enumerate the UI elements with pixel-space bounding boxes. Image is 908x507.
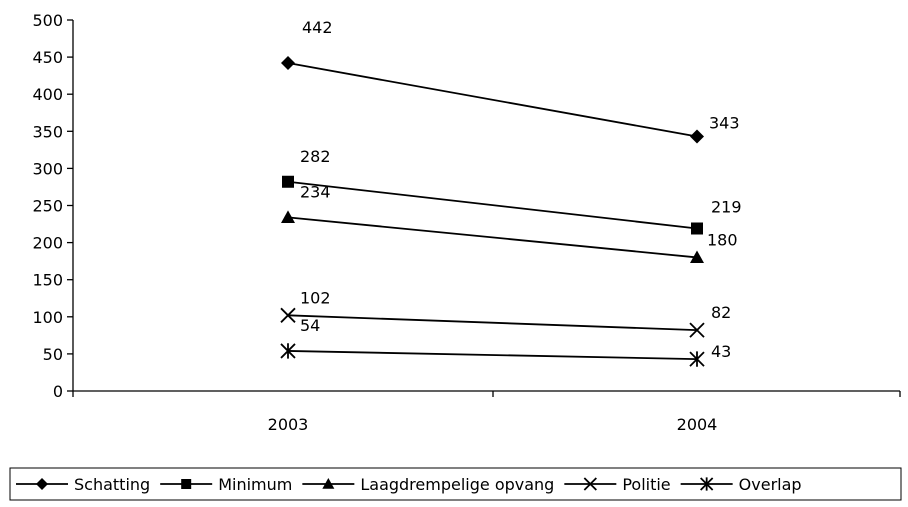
legend-marker-minimum (181, 479, 192, 489)
legend-label-politie: Politie (622, 475, 670, 494)
y-tick-label-500: 500 (32, 11, 63, 30)
series-line-politie (287, 314, 698, 332)
y-tick-label-250: 250 (32, 197, 63, 216)
point-overlap-2004 (689, 351, 705, 367)
point-schatting-2003 (281, 56, 295, 71)
point-minimum-2004 (691, 222, 703, 235)
legend-box (9, 467, 902, 501)
y-tick-label-200: 200 (32, 234, 63, 253)
point-politie-2004 (689, 322, 705, 338)
x-tick-label-2003: 2003 (268, 415, 309, 434)
point-politie-2003 (280, 307, 296, 323)
legend-label-schatting: Schatting (74, 475, 150, 494)
legend-label-minimum: Minimum (218, 475, 292, 494)
data-label-minimum-2003: 282 (300, 147, 331, 166)
y-tick-label-50: 50 (43, 345, 63, 364)
legend-label-overlap: Overlap (739, 475, 802, 494)
data-label-overlap-2003: 54 (300, 316, 320, 335)
data-label-laagdrempelige-opvang-2003: 234 (300, 182, 331, 201)
y-tick-label-0: 0 (53, 382, 63, 401)
series-line-overlap (287, 350, 698, 360)
data-label-politie-2003: 102 (300, 288, 331, 307)
legend-marker-overlap (700, 477, 714, 491)
y-tick-label-300: 300 (32, 159, 63, 178)
y-tick-label-450: 450 (32, 48, 63, 67)
data-label-politie-2004: 82 (711, 303, 731, 322)
data-label-schatting-2003: 442 (302, 18, 333, 37)
y-tick-label-350: 350 (32, 122, 63, 141)
series-line-schatting (287, 62, 698, 138)
legend-marker-politie (583, 477, 597, 491)
data-label-schatting-2004: 343 (709, 113, 740, 132)
legend-marker-schatting (36, 478, 48, 490)
y-tick-label-150: 150 (32, 271, 63, 290)
point-overlap-2003 (280, 343, 296, 359)
x-tick-label-2004: 2004 (677, 415, 718, 434)
legend-marker-laagdrempelige-opvang (322, 478, 335, 489)
data-label-overlap-2004: 43 (711, 342, 731, 361)
series-line-laagdrempelige-opvang (287, 216, 698, 259)
point-laagdrempelige-opvang-2004 (690, 250, 704, 264)
point-schatting-2004 (690, 129, 704, 144)
data-label-minimum-2004: 219 (711, 198, 742, 217)
point-minimum-2003 (282, 175, 294, 188)
data-label-laagdrempelige-opvang-2004: 180 (707, 230, 738, 249)
series-line-minimum (287, 180, 698, 230)
y-tick-label-100: 100 (32, 308, 63, 327)
legend-label-laagdrempelige-opvang: Laagdrempelige opvang (360, 475, 554, 494)
y-tick-label-400: 400 (32, 85, 63, 104)
point-laagdrempelige-opvang-2003 (281, 210, 295, 223)
